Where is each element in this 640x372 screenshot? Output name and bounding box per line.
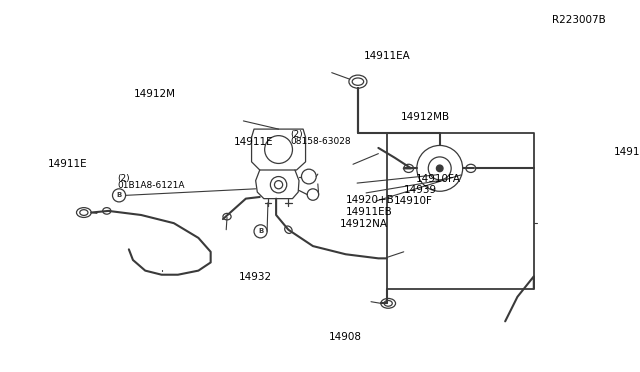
Text: 01B1A8-6121A: 01B1A8-6121A — [117, 182, 184, 190]
Text: 14911EA: 14911EA — [364, 51, 411, 61]
Text: (2): (2) — [117, 174, 130, 183]
Text: 14911E: 14911E — [48, 159, 88, 169]
Text: 14932: 14932 — [239, 272, 271, 282]
Text: 14912MB: 14912MB — [401, 112, 450, 122]
Text: B: B — [258, 228, 263, 234]
Text: B: B — [116, 192, 122, 198]
Text: 14910FA: 14910FA — [416, 174, 461, 184]
Text: 14910F: 14910F — [394, 196, 433, 206]
Text: 14912M: 14912M — [134, 89, 176, 99]
Text: 14912NA: 14912NA — [340, 219, 388, 229]
Text: 14911E: 14911E — [234, 137, 274, 147]
Text: R223007B: R223007B — [552, 15, 606, 25]
Text: 14911EB: 14911EB — [346, 207, 393, 217]
Text: 14912N: 14912N — [614, 147, 640, 157]
Text: 14908: 14908 — [329, 332, 362, 342]
Text: 14939: 14939 — [404, 185, 437, 195]
Text: (2): (2) — [290, 130, 303, 139]
Text: 08158-63028: 08158-63028 — [290, 138, 351, 147]
Circle shape — [436, 165, 443, 171]
Text: 14920+B: 14920+B — [346, 195, 395, 205]
